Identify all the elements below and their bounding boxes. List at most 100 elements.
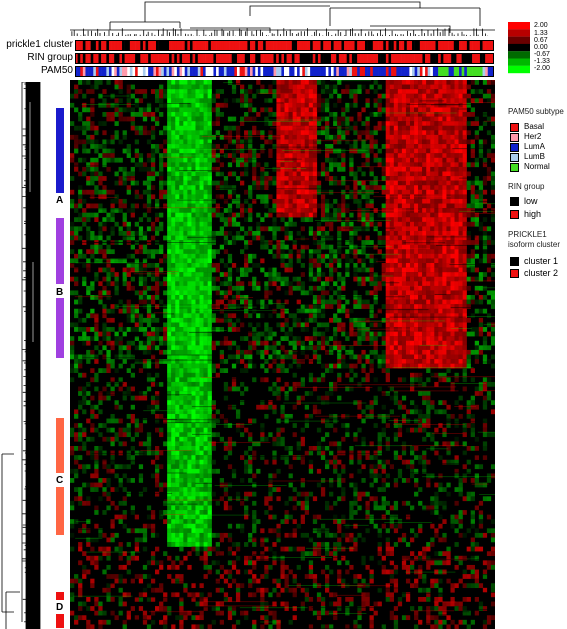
heatmap-cell	[418, 194, 423, 200]
heatmap-cell	[373, 125, 378, 131]
heatmap-cell	[74, 226, 79, 232]
annotation-cell	[265, 53, 269, 64]
heatmap-cell	[329, 217, 334, 223]
heatmap-cell	[446, 171, 451, 177]
heatmap-cell	[191, 185, 196, 191]
heatmap-cell	[454, 176, 459, 181]
heatmap-cell	[146, 295, 152, 300]
annotation-cell	[98, 66, 102, 77]
heatmap-cell	[146, 340, 152, 346]
heatmap-cell	[276, 144, 281, 149]
heatmap-cell	[215, 203, 220, 209]
heatmap-cell	[244, 162, 249, 168]
heatmap-cell	[478, 144, 484, 149]
heatmap-cell	[171, 194, 176, 200]
heatmap-cell	[393, 171, 399, 177]
heatmap-cell	[114, 80, 119, 85]
heatmap-cell	[78, 157, 83, 163]
heatmap-cell	[203, 235, 208, 241]
heatmap-cell	[252, 176, 257, 181]
heatmap-cell	[316, 203, 322, 209]
heatmap-cell	[146, 139, 152, 145]
heatmap-cell	[357, 317, 362, 323]
annotation-cell	[189, 66, 193, 77]
annotation-cell	[155, 66, 159, 77]
heatmap-cell	[478, 185, 484, 191]
heatmap-cell	[308, 162, 314, 168]
heatmap-cell	[320, 166, 326, 172]
heatmap-cell	[308, 253, 314, 259]
heatmap-cell	[357, 203, 362, 209]
heatmap-cell	[284, 98, 289, 104]
heatmap-cell	[235, 130, 241, 136]
heatmap-cell	[401, 217, 407, 223]
heatmap-cell	[276, 121, 281, 126]
heatmap-cell	[486, 203, 492, 209]
heatmap-cell	[195, 93, 200, 99]
heatmap-cell	[288, 121, 293, 126]
heatmap-cell	[150, 144, 156, 149]
heatmap-cell	[264, 121, 269, 126]
heatmap-cell	[377, 107, 382, 113]
heatmap-cell	[215, 304, 220, 309]
annotation-cell	[80, 53, 84, 64]
heatmap-cell	[422, 130, 427, 136]
heatmap-cell	[142, 130, 148, 136]
heatmap-cell	[199, 203, 204, 209]
annotation-cell	[299, 40, 303, 51]
heatmap-cell	[385, 157, 390, 163]
annotation-cell	[124, 66, 128, 77]
heatmap-cell	[211, 180, 216, 186]
heatmap-cell	[426, 263, 431, 268]
heatmap-cell	[333, 249, 338, 255]
heatmap-cell	[462, 130, 467, 136]
heatmap-cell	[142, 166, 148, 172]
heatmap-cell	[434, 153, 439, 158]
heatmap-cell	[171, 112, 176, 117]
heatmap-cell	[195, 198, 200, 204]
heatmap-cell	[377, 125, 382, 131]
heatmap-cell	[490, 327, 495, 332]
heatmap-cell	[187, 84, 192, 90]
heatmap-cell	[102, 185, 107, 191]
heatmap-cell	[150, 253, 156, 259]
heatmap-cell	[385, 130, 390, 136]
heatmap-cell	[410, 180, 415, 186]
heatmap-cell	[308, 112, 314, 117]
heatmap-cell	[458, 153, 463, 158]
heatmap-cell	[381, 208, 386, 213]
heatmap-cell	[482, 249, 488, 255]
heatmap-cell	[353, 299, 358, 305]
heatmap-cell	[458, 249, 463, 255]
heatmap-cell	[442, 185, 447, 191]
heatmap-cell	[304, 139, 310, 145]
heatmap-cell	[430, 139, 435, 145]
annotation-cell	[210, 53, 214, 64]
heatmap-cell	[183, 89, 188, 94]
heatmap-cell	[458, 208, 463, 213]
dendrogram-branch	[329, 7, 481, 26]
heatmap-cell	[389, 80, 395, 85]
heatmap-cell	[434, 322, 439, 328]
heatmap-cell	[219, 226, 225, 232]
heatmap-cell	[462, 285, 467, 291]
heatmap-cell	[393, 130, 399, 136]
heatmap-cell	[454, 253, 459, 259]
heatmap-cell	[438, 134, 443, 140]
heatmap-cell	[349, 317, 354, 323]
heatmap-cell	[300, 107, 305, 113]
heatmap-cell	[405, 80, 411, 85]
annotation-cell	[205, 66, 209, 77]
heatmap-cell	[195, 84, 200, 90]
heatmap-cell	[454, 166, 459, 172]
heatmap-cell	[490, 116, 495, 122]
heatmap-cell	[280, 327, 285, 332]
annotation-cell	[336, 40, 340, 51]
heatmap-cell	[482, 176, 488, 181]
heatmap-cell	[223, 153, 229, 158]
heatmap-cell	[377, 185, 382, 191]
heatmap-cell	[292, 157, 297, 163]
heatmap-cell	[86, 189, 91, 195]
heatmap-cell	[106, 276, 111, 282]
heatmap-cell	[215, 93, 220, 99]
